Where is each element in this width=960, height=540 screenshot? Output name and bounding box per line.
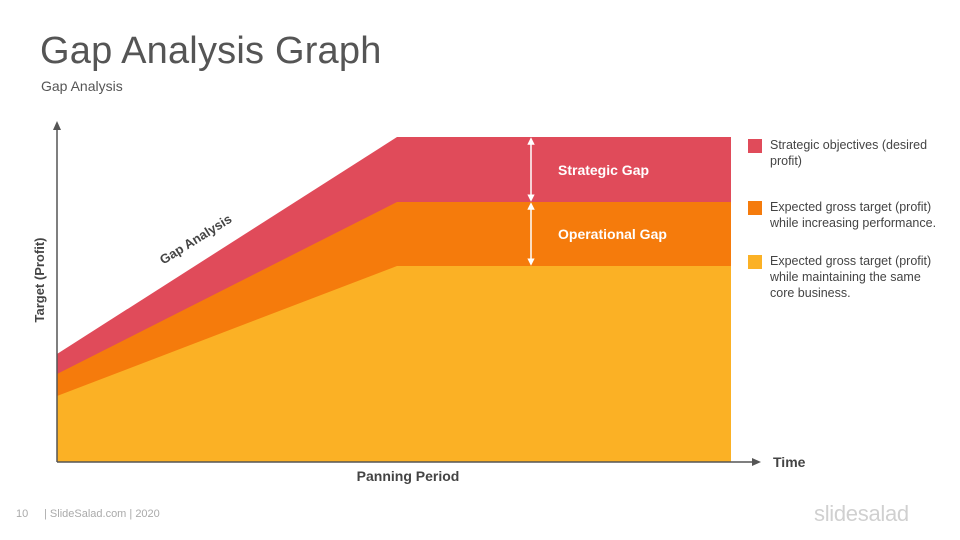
y-axis-arrowhead — [53, 121, 61, 130]
slidesalad-logo: slidesalad — [814, 501, 909, 526]
legend-item-strategic: Strategic objectives (desired profit) — [748, 137, 948, 169]
legend-item-operational: Expected gross target (profit) while inc… — [748, 199, 948, 231]
footer-credit: | SlideSalad.com | 2020 — [44, 508, 160, 520]
page-number: 10 — [16, 508, 29, 520]
slide-subtitle: Gap Analysis — [41, 78, 123, 94]
legend-swatch-strategic — [748, 139, 762, 153]
x-axis-arrowhead — [752, 458, 761, 466]
legend-text: Expected gross target (profit) while inc… — [770, 200, 937, 230]
legend-text: Strategic objectives (desired profit) — [770, 138, 928, 168]
legend-swatch-operational — [748, 201, 762, 215]
legend-item-core: Expected gross target (profit) while mai… — [748, 253, 948, 301]
strategic-gap-label: Strategic Gap — [558, 162, 649, 178]
legend-swatch-core — [748, 255, 762, 269]
legend: Strategic objectives (desired profit) Ex… — [748, 137, 948, 301]
slide-title: Gap Analysis Graph — [40, 30, 382, 72]
x-axis-label: Panning Period — [357, 468, 460, 484]
legend-text: Expected gross target (profit) while mai… — [770, 254, 932, 300]
x-axis-end-label: Time — [773, 454, 806, 470]
core-business-area — [57, 266, 731, 462]
y-axis-label: Target (Profit) — [32, 238, 47, 323]
operational-gap-label: Operational Gap — [558, 226, 667, 242]
